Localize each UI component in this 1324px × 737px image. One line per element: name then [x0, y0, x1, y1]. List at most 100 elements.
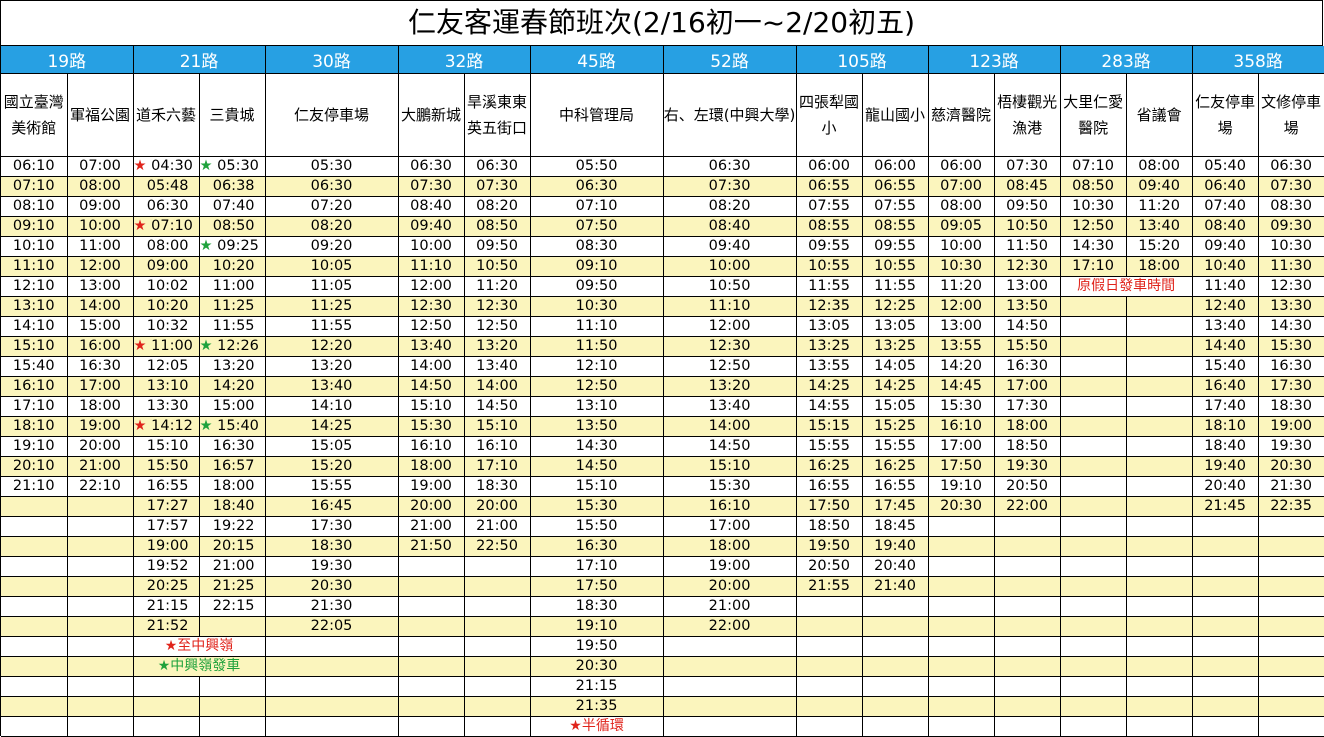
- time-cell: [1192, 716, 1259, 737]
- time-cell: 09:55: [862, 236, 929, 257]
- route-header: 105路: [796, 46, 929, 74]
- time-value: 21:25: [212, 578, 255, 594]
- time-cell: 14:50: [663, 436, 797, 457]
- time-cell: [67, 576, 134, 597]
- time-cell: [67, 716, 134, 737]
- time-value: 18:40: [212, 498, 255, 514]
- time-cell: [1192, 676, 1259, 697]
- time-cell: [398, 556, 465, 577]
- time-row: 20:25 21:25 20:30 17:50 20:00 21:55 21:40: [1, 576, 1324, 597]
- time-cell: 15:30: [1258, 336, 1324, 357]
- time-cell: [1060, 696, 1127, 717]
- time-value: 21:00: [212, 558, 255, 574]
- time-cell: [994, 696, 1061, 717]
- time-cell: 10:55: [796, 256, 863, 277]
- time-value: 10:02: [146, 278, 189, 294]
- time-cell: [1258, 716, 1324, 737]
- time-cell: ★ 11:00: [133, 336, 200, 357]
- time-cell: [1060, 456, 1127, 477]
- time-row: 21:15: [1, 676, 1324, 697]
- time-cell: 10:50: [663, 276, 797, 297]
- time-cell: 13:20: [464, 336, 531, 357]
- time-cell: [398, 636, 465, 657]
- time-cell: 06:30: [265, 176, 399, 197]
- time-cell: 13:10: [1, 296, 68, 317]
- time-cell: 06:00: [928, 156, 995, 177]
- time-cell: 14:45: [928, 376, 995, 397]
- time-cell: 21:00: [464, 516, 531, 537]
- time-cell: [1060, 656, 1127, 677]
- time-cell: [994, 676, 1061, 697]
- time-cell: [199, 616, 266, 637]
- time-row: 14:10 15:00 10:32 11:55 11:55 12:50 12:50 11:10…: [1, 316, 1324, 337]
- time-value: 21:15: [146, 598, 189, 614]
- time-value: 06:38: [212, 178, 255, 194]
- time-cell: 16:55: [133, 476, 200, 497]
- time-value: 17:57: [146, 518, 189, 534]
- time-cell: 14:30: [530, 436, 664, 457]
- time-cell: 20:50: [994, 476, 1061, 497]
- time-cell: [1, 656, 68, 677]
- time-cell: 09:05: [928, 216, 995, 237]
- time-cell: [67, 596, 134, 617]
- time-value: 11:25: [212, 298, 255, 314]
- time-cell: [796, 656, 863, 677]
- time-cell: 13:20: [199, 356, 266, 377]
- time-cell: 17:27: [133, 496, 200, 517]
- time-value: 15:00: [212, 398, 255, 414]
- time-cell: [398, 576, 465, 597]
- time-cell: [796, 636, 863, 657]
- time-cell: 19:22: [199, 516, 266, 537]
- time-cell: 20:40: [862, 556, 929, 577]
- time-row: 15:10 16:00 ★ 11:00 ★ 12:26 12:20 13:40 13:20 1…: [1, 336, 1324, 357]
- time-cell: 09:30: [1258, 216, 1324, 237]
- time-row: 17:57 19:22 17:30 21:00 21:00 15:50 17:00 18:50…: [1, 516, 1324, 537]
- time-cell: 22:15: [199, 596, 266, 617]
- time-cell: 18:30: [530, 596, 664, 617]
- time-cell: 16:10: [398, 436, 465, 457]
- time-cell: 08:20: [464, 196, 531, 217]
- time-cell: 15:10: [663, 456, 797, 477]
- time-cell: 14:10: [265, 396, 399, 417]
- time-cell: [928, 556, 995, 577]
- route283-note: 原假日發車時間: [1060, 276, 1193, 297]
- time-cell: 17:10: [1060, 256, 1127, 277]
- time-cell: 19:10: [1, 436, 68, 457]
- time-cell: [928, 516, 995, 537]
- time-cell: [67, 556, 134, 577]
- time-cell: 10:40: [1192, 256, 1259, 277]
- stop-header: 大鵬新城: [398, 73, 465, 157]
- time-row: 17:27 18:40 16:45 20:00 20:00 15:30 16:10 17:50…: [1, 496, 1324, 517]
- time-cell: [928, 616, 995, 637]
- time-cell: 14:20: [928, 356, 995, 377]
- time-cell: 18:50: [994, 436, 1061, 457]
- time-cell: 09:00: [67, 196, 134, 217]
- time-row: 16:10 17:00 13:10 14:20 13:40 14:50 14:00 12:50…: [1, 376, 1324, 397]
- time-cell: 16:10: [1, 376, 68, 397]
- time-cell: ★ 15:40: [199, 416, 266, 437]
- time-cell: [928, 696, 995, 717]
- stop-header: 慈濟醫院: [928, 73, 995, 157]
- time-cell: [464, 656, 531, 677]
- time-cell: 14:25: [265, 416, 399, 437]
- time-value: 15:50: [146, 458, 189, 474]
- time-cell: 21:15: [530, 676, 664, 697]
- time-cell: 18:10: [1192, 416, 1259, 437]
- time-cell: [464, 676, 531, 697]
- time-cell: 20:15: [199, 536, 266, 557]
- time-cell: 07:50: [530, 216, 664, 237]
- stop-header: 三貴城: [199, 73, 266, 157]
- time-cell: 07:30: [663, 176, 797, 197]
- time-cell: 11:10: [530, 316, 664, 337]
- time-cell: [796, 616, 863, 637]
- time-cell: 05:48: [133, 176, 200, 197]
- time-cell: [994, 636, 1061, 657]
- time-cell: 21:30: [1258, 476, 1324, 497]
- time-value: 05:48: [146, 178, 189, 194]
- route-header: 123路: [928, 46, 1061, 74]
- time-cell: 09:10: [530, 256, 664, 277]
- time-cell: 17:45: [862, 496, 929, 517]
- time-cell: [1126, 476, 1193, 497]
- time-value: 11:00: [151, 338, 193, 354]
- time-cell: 21:00: [398, 516, 465, 537]
